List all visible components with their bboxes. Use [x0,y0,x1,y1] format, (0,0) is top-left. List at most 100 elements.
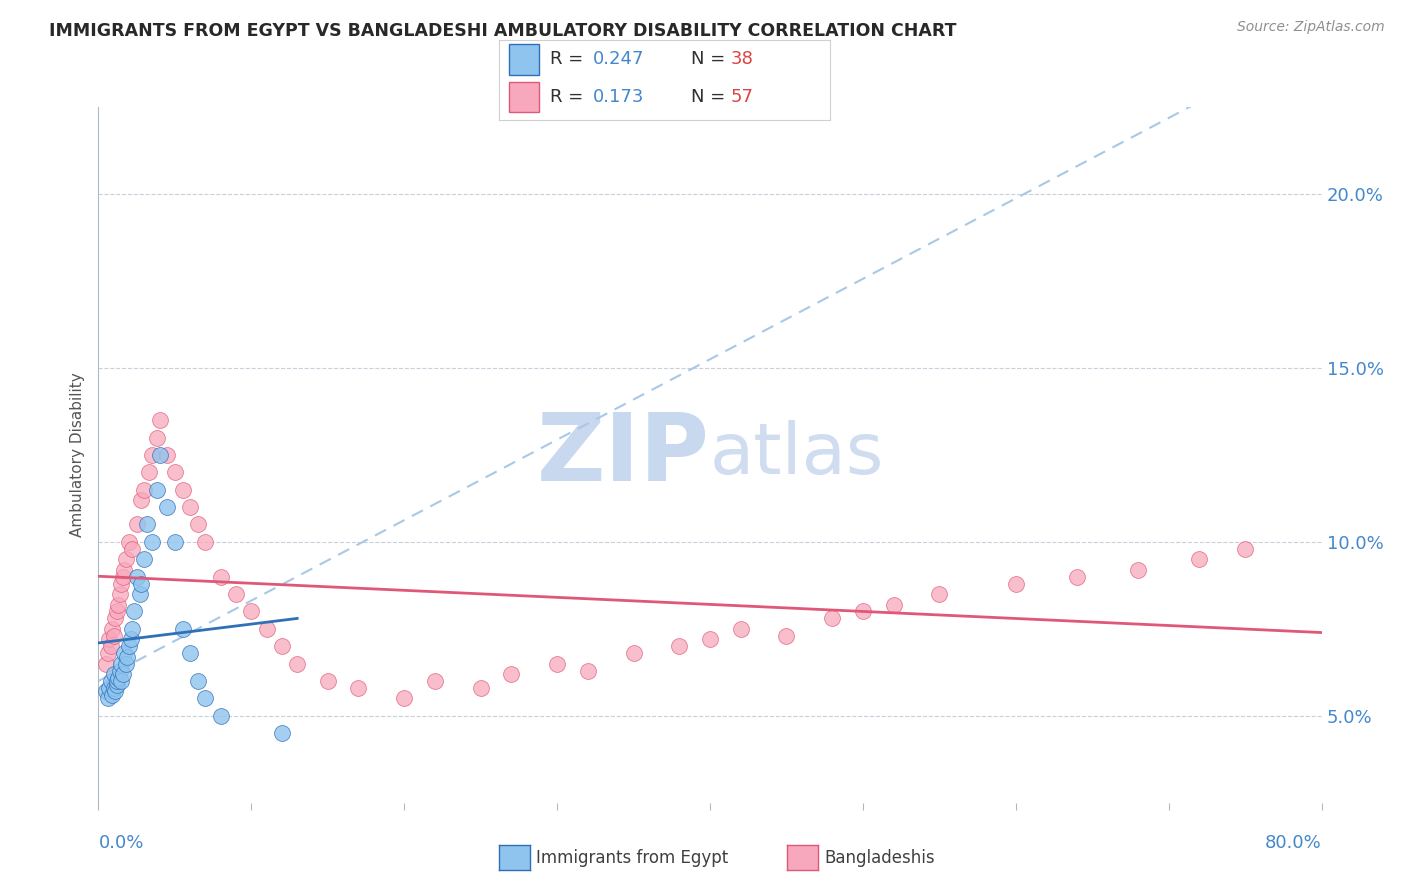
Text: 38: 38 [731,51,754,69]
Point [187,517,209,532]
Point [103,681,125,695]
Point [125,517,148,532]
Point [104,611,127,625]
Point [1128,563,1150,577]
Point [112,563,135,577]
Point [103,629,125,643]
Point [775,629,797,643]
Point [270,639,292,653]
Point [94,684,117,698]
Point [194,534,217,549]
Point [107,671,129,685]
Point [149,448,172,462]
Point [156,448,179,462]
Point [928,587,950,601]
Point [1188,552,1211,566]
Point [98,681,121,695]
Point [501,667,523,681]
Point [105,605,128,619]
Point [94,657,117,671]
Text: atlas: atlas [710,420,884,490]
Point [392,691,416,706]
Point [112,646,135,660]
Point [187,674,209,689]
Point [316,674,339,689]
FancyBboxPatch shape [509,44,538,75]
Point [129,576,152,591]
Point [134,483,156,497]
Point [120,632,142,647]
Text: R =: R = [550,51,589,69]
Point [730,622,752,636]
Point [115,657,138,671]
Text: Source: ZipAtlas.com: Source: ZipAtlas.com [1237,20,1385,34]
Point [105,677,128,691]
Y-axis label: Ambulatory Disability: Ambulatory Disability [70,373,86,537]
Point [149,413,172,427]
Point [163,534,186,549]
Point [97,691,120,706]
Point [110,674,132,689]
Point [285,657,308,671]
Point [121,541,143,556]
Point [110,576,132,591]
Text: Immigrants from Egypt: Immigrants from Egypt [536,849,728,867]
Point [1066,570,1088,584]
Point [100,639,122,653]
Point [100,674,122,689]
Text: 0.0%: 0.0% [98,834,143,852]
Text: N =: N = [690,88,731,106]
Point [576,664,599,678]
Point [118,534,141,549]
Point [107,598,129,612]
Point [141,448,163,462]
Point [111,667,134,681]
Point [110,657,132,671]
Point [136,517,159,532]
Point [1234,541,1257,556]
Point [240,605,263,619]
Text: 0.247: 0.247 [593,51,645,69]
Point [141,534,163,549]
Point [122,605,145,619]
Point [98,632,121,647]
Point [172,622,194,636]
Point [699,632,721,647]
Point [108,587,131,601]
Point [546,657,568,671]
Point [256,622,278,636]
Point [172,483,194,497]
Point [121,622,143,636]
Point [117,649,139,664]
Point [145,483,167,497]
Point [111,570,134,584]
Text: N =: N = [690,51,731,69]
Point [145,430,167,444]
Text: ZIP: ZIP [537,409,710,501]
Point [105,674,128,689]
Point [103,667,125,681]
Point [125,570,148,584]
Point [134,552,156,566]
Point [668,639,690,653]
Point [156,500,179,514]
Point [423,674,446,689]
Point [209,570,232,584]
Point [138,466,160,480]
Point [821,611,844,625]
Point [270,726,292,740]
Point [101,622,124,636]
Point [347,681,370,695]
Point [118,639,141,653]
Point [104,684,127,698]
Point [179,646,201,660]
Point [623,646,645,660]
Point [883,598,905,612]
Point [225,587,247,601]
Text: 80.0%: 80.0% [1265,834,1322,852]
Point [101,688,124,702]
Point [1004,576,1026,591]
Point [194,691,217,706]
Text: 57: 57 [731,88,754,106]
Text: IMMIGRANTS FROM EGYPT VS BANGLADESHI AMBULATORY DISABILITY CORRELATION CHART: IMMIGRANTS FROM EGYPT VS BANGLADESHI AMB… [49,22,956,40]
